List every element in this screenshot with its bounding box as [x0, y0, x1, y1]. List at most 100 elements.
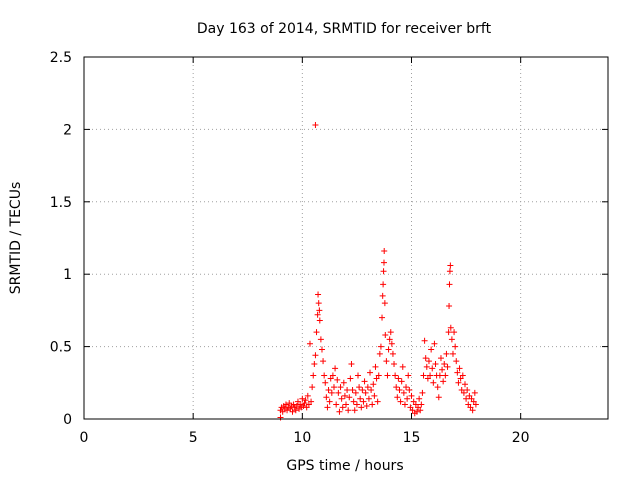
data-point: [316, 307, 323, 314]
data-point: [430, 379, 437, 386]
data-point: [316, 317, 323, 324]
data-point: [388, 340, 395, 347]
data-point: [418, 401, 425, 408]
data-point: [365, 395, 372, 402]
data-point: [429, 365, 436, 372]
data-point: [436, 372, 443, 379]
data-point: [443, 350, 450, 357]
data-point: [448, 336, 455, 343]
data-point: [421, 337, 428, 344]
data-point: [318, 346, 325, 353]
data-point: [461, 381, 468, 388]
data-point: [463, 395, 470, 402]
data-point: [379, 314, 386, 321]
y-tick-label: 0.5: [50, 340, 72, 356]
data-point: [311, 360, 318, 367]
data-point: [464, 387, 471, 394]
data-point: [355, 372, 362, 379]
data-point: [317, 336, 324, 343]
data-point: [447, 262, 454, 269]
data-point: [456, 365, 463, 372]
data-point: [383, 358, 390, 365]
data-point: [368, 387, 375, 394]
data-point: [441, 360, 448, 367]
data-point: [471, 389, 478, 396]
data-point: [326, 398, 333, 405]
data-point: [425, 358, 432, 365]
data-point: [308, 398, 315, 405]
data-point: [380, 281, 387, 288]
axis-ticks: [83, 56, 608, 420]
data-point: [335, 389, 342, 396]
data-point: [386, 336, 393, 343]
data-point: [444, 363, 451, 370]
data-point: [408, 392, 415, 399]
data-point: [370, 381, 377, 388]
data-point: [312, 352, 319, 359]
data-point: [437, 355, 444, 362]
plot-frame: [83, 56, 609, 420]
y-tick-label: 2.5: [50, 50, 72, 66]
data-point: [446, 268, 453, 275]
data-point: [469, 407, 476, 414]
data-point: [397, 398, 404, 405]
data-point: [385, 346, 392, 353]
data-points: [277, 122, 479, 421]
data-point: [393, 384, 400, 391]
data-point: [304, 392, 311, 399]
data-point: [435, 394, 442, 401]
data-point: [406, 387, 413, 394]
data-point: [398, 378, 405, 385]
data-point: [299, 395, 306, 402]
y-tick-label: 2: [63, 122, 72, 138]
data-point: [312, 122, 319, 129]
data-point: [334, 376, 341, 383]
data-point: [359, 387, 366, 394]
data-point: [472, 401, 479, 408]
data-point: [391, 360, 398, 367]
y-tick-label: 1: [63, 267, 72, 283]
data-point: [416, 395, 423, 402]
data-point: [455, 379, 462, 386]
data-point: [374, 398, 381, 405]
data-point: [343, 401, 349, 408]
data-point: [336, 408, 343, 415]
data-point: [277, 414, 284, 421]
data-point: [353, 401, 360, 408]
data-point: [453, 358, 460, 365]
data-point: [392, 372, 399, 379]
data-point: [310, 372, 317, 379]
data-point: [432, 360, 439, 367]
data-point: [367, 369, 374, 376]
data-point: [306, 340, 313, 347]
data-point: [423, 363, 430, 370]
data-point: [323, 394, 330, 401]
data-point: [351, 407, 358, 414]
data-point: [313, 329, 320, 336]
data-point: [446, 281, 453, 288]
data-point: [439, 366, 446, 373]
data-point: [417, 407, 424, 414]
data-point: [401, 401, 408, 408]
data-point: [434, 384, 441, 391]
data-point: [384, 372, 391, 379]
data-point: [297, 401, 304, 408]
data-point: [292, 407, 299, 414]
data-point: [440, 378, 447, 385]
x-axis-label: GPS time / hours: [286, 458, 403, 474]
data-point: [356, 384, 363, 391]
data-point: [419, 389, 426, 396]
data-point: [314, 311, 321, 318]
x-tick-label: 5: [189, 430, 198, 446]
data-point: [309, 384, 316, 391]
data-point: [358, 404, 365, 411]
data-point: [300, 402, 307, 409]
data-point: [380, 259, 387, 266]
data-point: [381, 248, 388, 255]
data-point: [389, 350, 396, 357]
x-tick-label: 0: [80, 430, 89, 446]
data-point: [329, 372, 336, 379]
data-point: [348, 360, 355, 367]
data-point: [341, 392, 348, 399]
data-point: [454, 369, 461, 376]
